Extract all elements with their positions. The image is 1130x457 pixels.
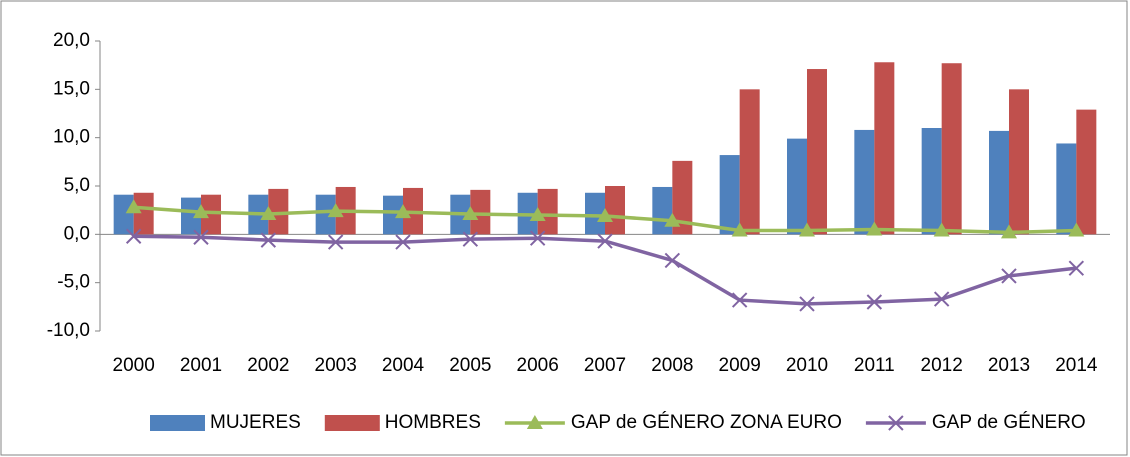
bar <box>383 195 403 235</box>
x-tick-label: 2013 <box>988 355 1030 376</box>
marker <box>462 231 479 247</box>
x-tick-label: 2004 <box>382 355 425 376</box>
bar <box>921 128 942 235</box>
marker <box>866 294 883 310</box>
bar <box>854 129 875 235</box>
bar <box>133 192 154 235</box>
marker <box>597 233 613 249</box>
marker <box>1068 222 1085 237</box>
bar <box>113 194 134 235</box>
marker <box>799 222 815 237</box>
bar <box>605 186 625 235</box>
legend-swatch <box>324 415 380 431</box>
bar <box>1056 143 1077 235</box>
marker <box>260 206 277 221</box>
legend-label: GAP de GÉNERO <box>932 412 1086 433</box>
marker <box>327 234 344 250</box>
bar <box>537 188 558 235</box>
x-tick-label: 2011 <box>854 355 895 376</box>
y-tick-label: -5,0 <box>57 272 90 293</box>
bar <box>315 194 336 235</box>
bar <box>941 63 962 235</box>
x-tick-label: 2001 <box>180 355 222 376</box>
legend-label: MUJERES <box>210 412 301 433</box>
marker <box>529 230 546 246</box>
x-tick-label: 2010 <box>786 355 828 376</box>
marker <box>395 234 411 250</box>
marker <box>529 207 546 221</box>
bar <box>268 188 289 235</box>
y-tick-label: 10,0 <box>53 127 90 148</box>
bar <box>874 62 895 235</box>
y-tick-label: 15,0 <box>53 78 90 99</box>
x-tick-label: 2014 <box>1055 355 1098 376</box>
x-tick-label: 2000 <box>113 355 155 376</box>
marker <box>193 204 209 219</box>
marker <box>866 221 883 236</box>
legend-label: HOMBRES <box>385 412 481 433</box>
bar <box>470 189 491 235</box>
marker <box>731 292 748 308</box>
bar <box>989 130 1009 235</box>
bar <box>672 160 693 235</box>
bar <box>201 194 221 235</box>
marker <box>1001 224 1017 239</box>
marker <box>395 204 411 219</box>
bar <box>787 138 807 235</box>
y-tick-label: 5,0 <box>64 175 90 196</box>
marker <box>462 206 479 221</box>
legend-swatch <box>150 415 205 431</box>
marker <box>260 232 277 248</box>
marker <box>664 252 681 269</box>
marker <box>526 415 543 429</box>
bar <box>719 155 740 235</box>
marker <box>933 222 950 237</box>
x-tick-label: 2006 <box>517 355 559 376</box>
legend-label: GAP de GÉNERO ZONA EURO <box>571 412 842 433</box>
marker <box>888 415 904 431</box>
marker <box>664 212 681 227</box>
y-tick-label: -10,0 <box>47 320 90 341</box>
bar <box>585 192 605 235</box>
bar <box>652 186 673 235</box>
bar <box>1076 109 1097 235</box>
bar <box>807 69 827 235</box>
marker <box>597 207 613 222</box>
x-tick-label: 2008 <box>651 355 693 376</box>
marker <box>125 199 142 214</box>
marker <box>193 229 209 245</box>
x-tick-label: 2005 <box>449 355 491 376</box>
x-tick-label: 2002 <box>247 355 289 376</box>
x-tick-label: 2012 <box>921 355 963 376</box>
bar <box>739 89 760 235</box>
marker <box>125 228 142 244</box>
y-tick-label: 0,0 <box>64 223 90 244</box>
marker <box>327 203 344 218</box>
y-tick-label: 20,0 <box>53 30 90 51</box>
marker <box>799 296 815 312</box>
marker <box>1068 260 1085 276</box>
x-tick-label: 2009 <box>719 355 761 376</box>
bar <box>181 197 201 235</box>
x-tick-label: 2003 <box>315 355 357 376</box>
marker <box>933 291 950 307</box>
bar <box>1009 89 1029 235</box>
marker <box>731 222 748 237</box>
x-tick-label: 2007 <box>584 355 626 376</box>
marker <box>1001 268 1017 284</box>
